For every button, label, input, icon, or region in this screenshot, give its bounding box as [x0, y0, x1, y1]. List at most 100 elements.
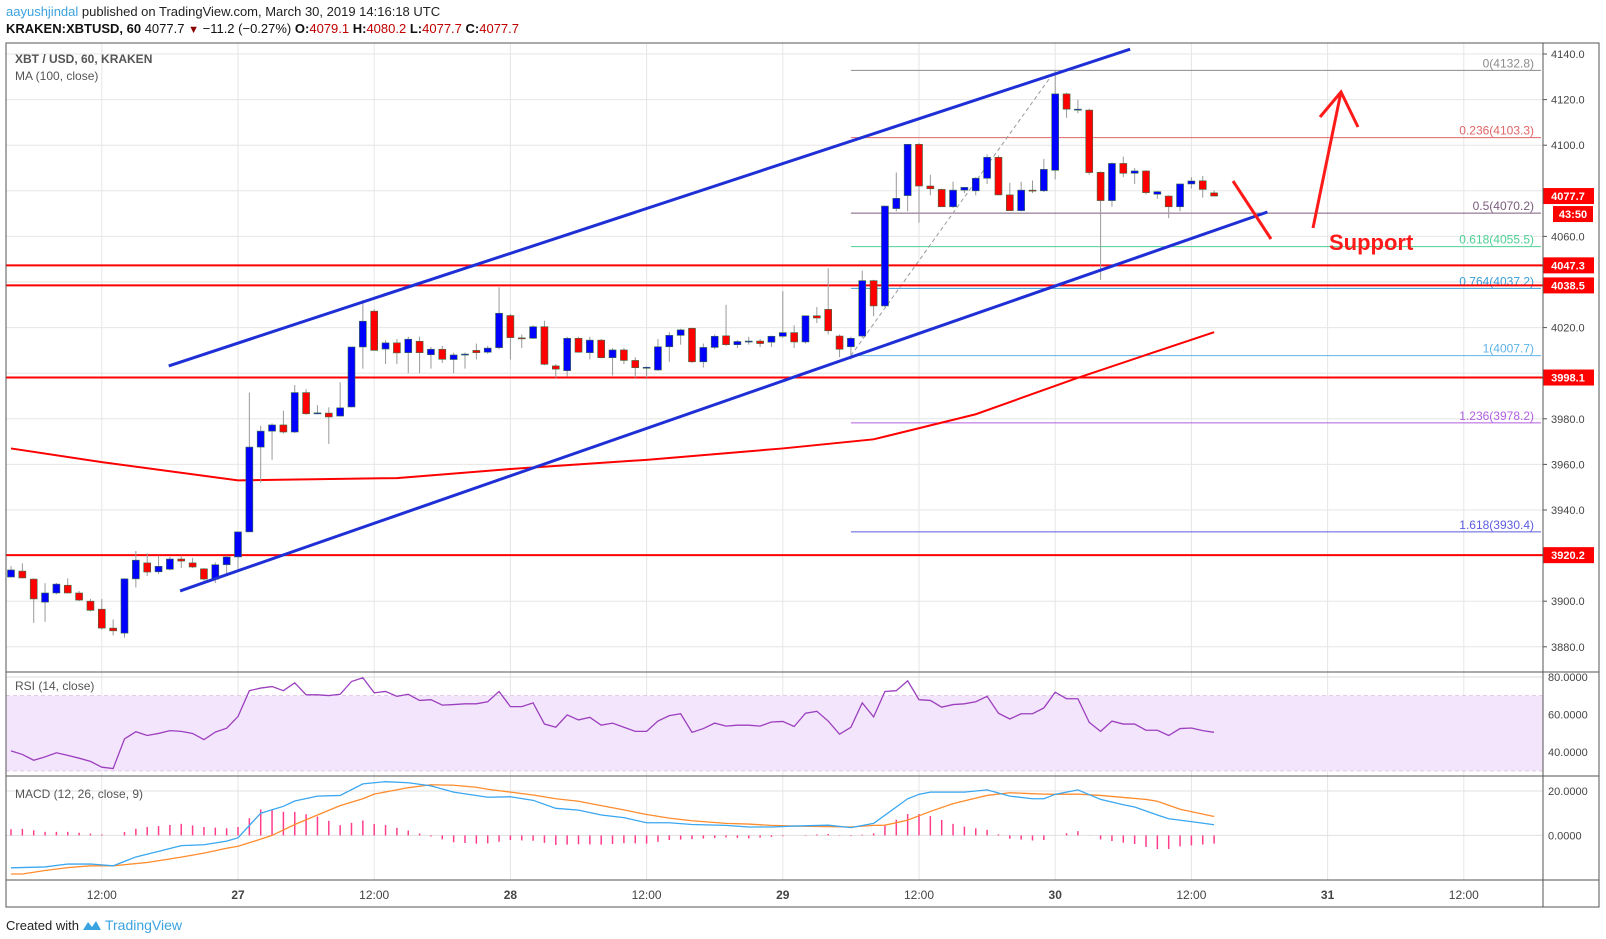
candle-body-up: [166, 558, 174, 570]
candle-body-up: [1187, 180, 1196, 185]
rsi-legend[interactable]: RSI (14, close): [15, 679, 94, 693]
candle-body-down: [188, 562, 197, 568]
candle: [1130, 168, 1139, 184]
high-label: H:: [352, 21, 367, 36]
level-price-label-box: [1543, 547, 1594, 564]
main-pane[interactable]: 0(4132.8) 0.236(4103.3) 0.5(4070.2) 0.618(4…: [6, 47, 1543, 638]
macd-pane[interactable]: [10, 781, 1215, 875]
candle: [461, 352, 469, 369]
candle: [835, 334, 844, 358]
candle: [86, 598, 95, 612]
macd-legend[interactable]: MACD (12, 26, close, 9): [15, 787, 143, 801]
ma-legend[interactable]: MA (100, close): [15, 69, 98, 83]
candle: [1074, 99, 1082, 114]
candle-body-down: [926, 185, 935, 190]
candle: [63, 578, 72, 594]
candle-body-up: [359, 320, 367, 348]
candle-body-up: [461, 353, 469, 356]
candle-body-up: [744, 340, 753, 343]
support-annotation[interactable]: Support: [1329, 230, 1414, 255]
candle-body-down: [1119, 163, 1128, 174]
candle-body-up: [404, 338, 413, 353]
candle-body-up: [495, 312, 503, 348]
candle: [813, 307, 821, 324]
candle: [7, 566, 15, 578]
time-axis-label: 12:00: [632, 888, 662, 902]
candle-body-up: [801, 315, 810, 343]
candle: [188, 557, 197, 569]
candle: [551, 364, 560, 378]
candle-body-down: [472, 350, 481, 353]
candle: [676, 328, 685, 345]
rsi-pane[interactable]: [10, 676, 1215, 770]
candle-body-up: [1040, 169, 1048, 192]
low-value: 4077.7: [422, 21, 462, 36]
candle-body-down: [597, 339, 606, 358]
candle-body-down: [790, 332, 798, 343]
time-axis-label: 28: [504, 888, 518, 902]
candle: [177, 555, 186, 569]
price-axis-label: 3900.0: [1551, 596, 1585, 608]
candle-body-up: [1108, 163, 1116, 201]
open-value: 4079.1: [309, 21, 350, 36]
fib-level-label: 0.5(4070.2): [1473, 199, 1534, 213]
candle-body-up: [381, 342, 390, 350]
author-link[interactable]: aayushjindal: [6, 4, 79, 19]
candle: [222, 555, 231, 577]
candle: [756, 339, 764, 347]
candle-body-up: [654, 346, 662, 371]
candle-body-down: [937, 189, 946, 208]
candle: [404, 336, 413, 374]
close-value: 4077.7: [479, 21, 519, 36]
candle-body-down: [631, 360, 640, 369]
time-axis-label: 30: [1049, 888, 1063, 902]
candle: [881, 205, 889, 308]
candle-body-up: [892, 198, 901, 209]
candle: [290, 385, 299, 433]
candle-body-down: [1142, 170, 1150, 193]
candle: [154, 555, 163, 574]
candle: [1062, 92, 1071, 118]
publish-info: aayushjindal published on TradingView.co…: [6, 4, 440, 19]
candle-body-down: [1028, 189, 1037, 192]
candle: [245, 392, 254, 533]
candle: [483, 345, 492, 354]
candle: [971, 177, 980, 196]
candle: [393, 339, 401, 365]
candle: [915, 142, 923, 223]
candle: [324, 407, 333, 444]
main-pane-title: XBT / USD, 60, KRAKEN: [15, 52, 152, 66]
candle-body-down: [506, 315, 515, 338]
candle: [427, 346, 435, 369]
candle: [359, 300, 367, 369]
last-price-label-box: [1543, 188, 1594, 205]
candle: [790, 325, 798, 349]
candle-body-down: [86, 600, 95, 611]
candle: [642, 366, 651, 378]
candle: [472, 343, 481, 360]
candle-body-down: [370, 310, 379, 351]
arrow-head-icon: [1318, 89, 1360, 128]
candle-body-up: [1051, 93, 1059, 171]
candle-body-down: [98, 608, 106, 629]
macd-axis-label: 20.0000: [1548, 786, 1588, 798]
tradingview-brand[interactable]: TradingView: [104, 917, 183, 933]
rsi-band: [6, 695, 1543, 771]
candle-body-down: [1210, 192, 1218, 197]
candle: [529, 325, 537, 339]
candle: [1005, 182, 1014, 211]
level-price-label: 3998.1: [1551, 373, 1585, 385]
candle: [983, 154, 991, 184]
candle: [120, 578, 129, 638]
candle-body-down: [324, 412, 333, 418]
candle: [688, 327, 696, 363]
fib-level-label: 1.618(3930.4): [1459, 518, 1534, 532]
candle-body-up: [563, 338, 571, 371]
rsi-axis-label: 80.0000: [1548, 672, 1588, 684]
candle: [1142, 170, 1150, 195]
candle-body-up: [449, 354, 458, 360]
candle: [41, 583, 49, 622]
symbol-label: KRAKEN:XBTUSD, 60: [6, 21, 142, 36]
candle-body-down: [29, 578, 38, 600]
